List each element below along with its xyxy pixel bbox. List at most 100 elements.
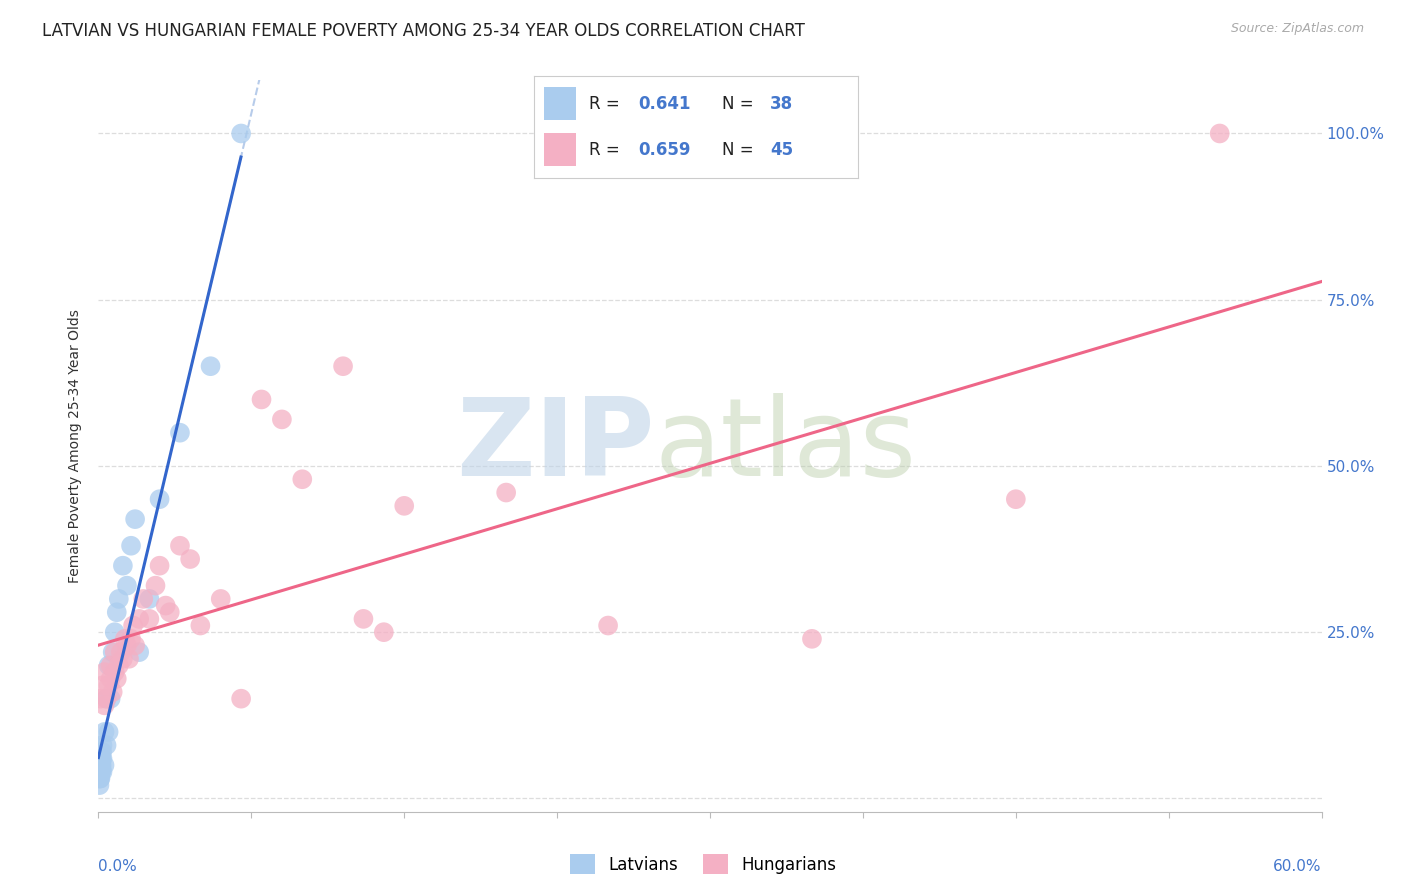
Point [118, 652, 141, 666]
Point [90, 764, 112, 779]
Point [231, 127, 253, 141]
Point [97, 678, 120, 692]
Text: 45: 45 [770, 141, 793, 159]
Point [209, 591, 232, 606]
Point [352, 612, 374, 626]
Text: 38: 38 [770, 95, 793, 112]
Point [91, 751, 114, 765]
Point [111, 558, 134, 573]
Point [188, 618, 212, 632]
Point [128, 612, 150, 626]
Text: 0.659: 0.659 [638, 141, 690, 159]
Point [115, 639, 138, 653]
Point [270, 412, 294, 426]
Point [149, 558, 172, 573]
Point [91, 738, 114, 752]
Point [93, 698, 115, 713]
Point [200, 359, 222, 374]
Legend: Latvians, Hungarians: Latvians, Hungarians [564, 847, 842, 881]
Point [89, 691, 111, 706]
Text: 0.641: 0.641 [638, 95, 690, 112]
Point [373, 625, 395, 640]
Point [90, 764, 112, 779]
Point [110, 645, 132, 659]
Point [169, 425, 191, 440]
Point [111, 652, 134, 666]
Point [155, 599, 177, 613]
Point [89, 772, 111, 786]
Point [90, 751, 112, 765]
Point [93, 725, 115, 739]
Text: LATVIAN VS HUNGARIAN FEMALE POVERTY AMONG 25-34 YEAR OLDS CORRELATION CHART: LATVIAN VS HUNGARIAN FEMALE POVERTY AMON… [42, 22, 806, 40]
Text: 0.0%: 0.0% [98, 859, 138, 874]
Point [124, 639, 146, 653]
Point [91, 764, 114, 779]
Point [1209, 127, 1232, 141]
Point [128, 645, 150, 659]
Point [90, 758, 112, 772]
Point [108, 591, 131, 606]
Point [120, 539, 142, 553]
Point [495, 485, 517, 500]
Y-axis label: Female Poverty Among 25-34 Year Olds: Female Poverty Among 25-34 Year Olds [69, 309, 83, 583]
Point [97, 725, 120, 739]
Point [132, 591, 155, 606]
Point [89, 764, 111, 779]
Point [598, 618, 620, 632]
Point [96, 691, 118, 706]
Point [250, 392, 273, 407]
FancyBboxPatch shape [544, 133, 576, 166]
Point [90, 758, 112, 772]
Point [104, 625, 127, 640]
Point [100, 658, 122, 673]
Point [1004, 492, 1026, 507]
Point [89, 751, 111, 765]
Point [100, 691, 122, 706]
Point [291, 472, 314, 486]
Point [159, 605, 181, 619]
Point [105, 605, 128, 619]
Point [89, 778, 111, 792]
Point [101, 645, 124, 659]
Point [89, 772, 111, 786]
Text: N =: N = [721, 95, 759, 112]
Point [138, 591, 160, 606]
Point [169, 539, 191, 553]
Point [91, 745, 114, 759]
Point [392, 499, 416, 513]
Point [332, 359, 354, 374]
Point [96, 691, 118, 706]
Point [122, 618, 145, 632]
Point [89, 764, 111, 779]
Point [93, 665, 115, 679]
Point [115, 579, 138, 593]
Point [145, 579, 167, 593]
Point [104, 665, 127, 679]
Point [101, 685, 124, 699]
Point [97, 658, 120, 673]
Text: ZIP: ZIP [457, 393, 655, 499]
Point [104, 645, 127, 659]
Text: 60.0%: 60.0% [1274, 859, 1322, 874]
Point [114, 632, 136, 646]
Text: Source: ZipAtlas.com: Source: ZipAtlas.com [1230, 22, 1364, 36]
Text: N =: N = [721, 141, 759, 159]
Point [124, 512, 146, 526]
Point [89, 772, 111, 786]
Point [89, 758, 111, 772]
Point [93, 758, 115, 772]
FancyBboxPatch shape [544, 87, 576, 120]
Text: atlas: atlas [655, 393, 917, 499]
Point [105, 672, 128, 686]
Point [108, 658, 131, 673]
Text: R =: R = [589, 141, 626, 159]
Point [231, 691, 253, 706]
Point [91, 678, 114, 692]
Point [801, 632, 824, 646]
Text: R =: R = [589, 95, 626, 112]
Point [179, 552, 201, 566]
Point [138, 612, 160, 626]
Point [149, 492, 172, 507]
Point [120, 632, 142, 646]
Point [100, 672, 122, 686]
